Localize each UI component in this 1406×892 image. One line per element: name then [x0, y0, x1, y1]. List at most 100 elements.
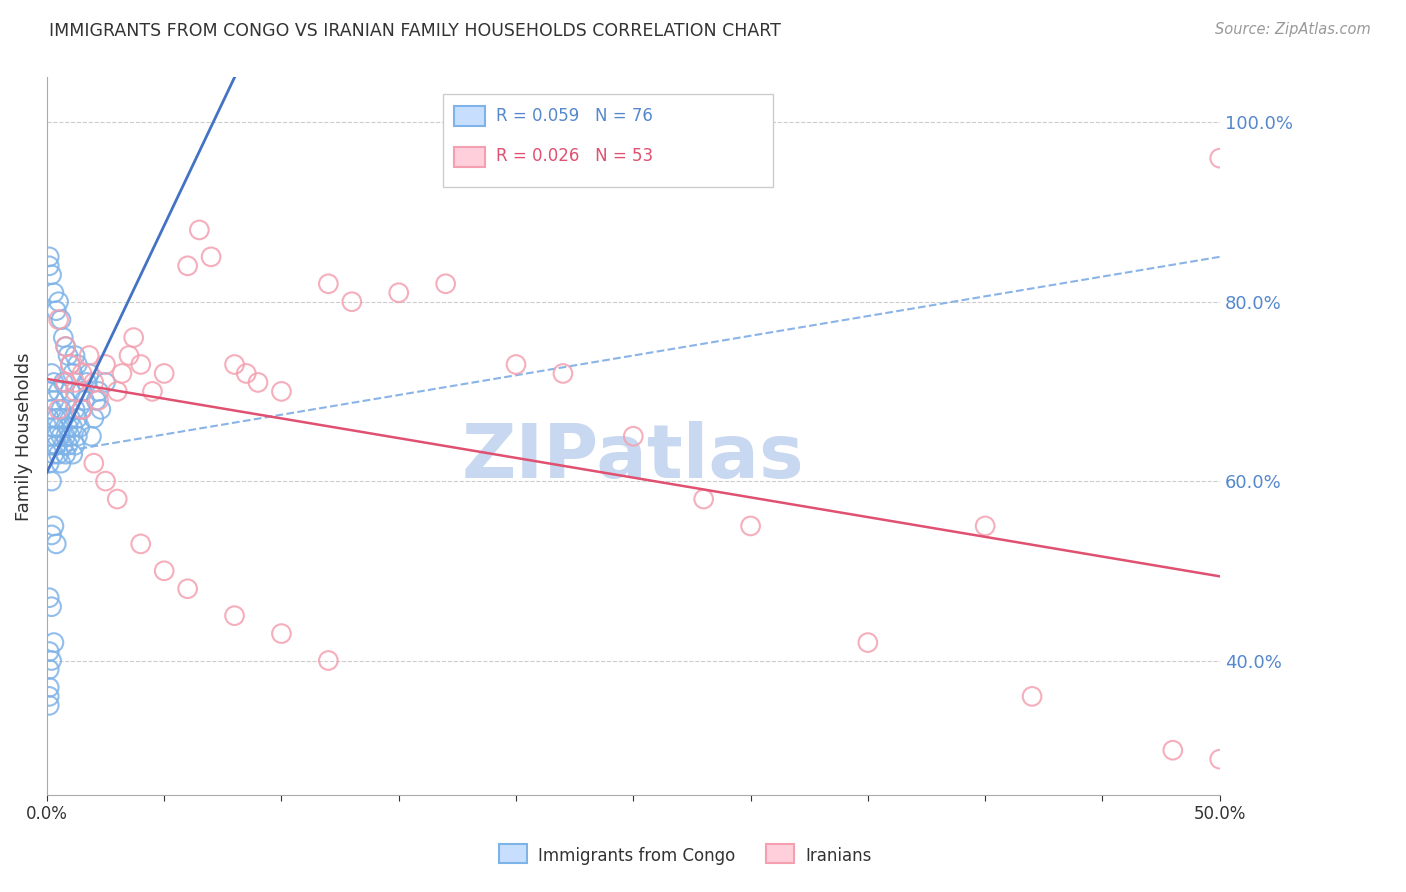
Point [94, 358, 117, 372]
Point [59, 358, 82, 372]
Point [692, 491, 714, 506]
Point [318, 277, 340, 291]
Point [80, 429, 103, 443]
Point [224, 358, 246, 372]
Point [45, 537, 67, 551]
Point [1021, 690, 1043, 704]
Point [38, 259, 60, 273]
Point [38, 690, 60, 704]
Point [200, 250, 222, 264]
Point [38, 591, 60, 605]
Point [270, 384, 292, 399]
Point [48, 312, 70, 326]
Point [42, 635, 65, 649]
Point [153, 367, 176, 381]
Point [62, 420, 84, 434]
Point [56, 349, 79, 363]
Point [42, 393, 65, 408]
Point [45, 411, 67, 425]
Point [62, 367, 84, 381]
Point [41, 402, 63, 417]
Point [52, 330, 75, 344]
Point [94, 474, 117, 488]
Point [55, 340, 77, 354]
Point [66, 429, 89, 443]
Point [505, 358, 527, 372]
Point [94, 376, 117, 390]
Point [70, 402, 93, 417]
Point [621, 429, 644, 443]
Point [246, 376, 269, 390]
Point [63, 349, 86, 363]
Point [59, 411, 82, 425]
Point [38, 411, 60, 425]
Point [1161, 743, 1184, 757]
Point [48, 447, 70, 461]
Point [176, 259, 198, 273]
Point [63, 402, 86, 417]
Point [56, 438, 79, 452]
Point [42, 519, 65, 533]
Point [49, 429, 72, 443]
Point [49, 402, 72, 417]
Point [73, 393, 96, 408]
Point [70, 384, 93, 399]
Point [55, 393, 77, 408]
Point [318, 653, 340, 667]
Point [52, 438, 75, 452]
Point [340, 294, 363, 309]
Point [49, 456, 72, 470]
Point [66, 358, 89, 372]
Point [45, 303, 67, 318]
Point [69, 420, 91, 434]
Point [42, 376, 65, 390]
Point [70, 402, 93, 417]
Point [59, 384, 82, 399]
Point [59, 358, 82, 372]
Point [48, 402, 70, 417]
Point [141, 384, 163, 399]
Point [55, 429, 77, 443]
Point [188, 223, 211, 237]
Point [38, 644, 60, 658]
Point [45, 429, 67, 443]
Point [41, 268, 63, 282]
Point [52, 376, 75, 390]
Text: Source: ZipAtlas.com: Source: ZipAtlas.com [1215, 22, 1371, 37]
Point [41, 653, 63, 667]
Point [55, 376, 77, 390]
Point [83, 376, 105, 390]
Point [224, 608, 246, 623]
Point [77, 349, 100, 363]
Point [41, 528, 63, 542]
Point [122, 330, 145, 344]
Point [90, 402, 112, 417]
Point [84, 393, 107, 408]
Point [55, 340, 77, 354]
Text: R = 0.059   N = 76: R = 0.059 N = 76 [496, 107, 654, 125]
Point [111, 367, 134, 381]
Point [235, 367, 257, 381]
Point [52, 411, 75, 425]
Point [83, 411, 105, 425]
Point [66, 411, 89, 425]
Point [41, 599, 63, 614]
Point [105, 491, 128, 506]
Point [70, 367, 93, 381]
Point [70, 402, 93, 417]
Point [1209, 752, 1232, 766]
Point [38, 438, 60, 452]
Point [45, 438, 67, 452]
Point [42, 447, 65, 461]
Point [118, 349, 141, 363]
Point [48, 294, 70, 309]
Point [153, 564, 176, 578]
Point [38, 698, 60, 713]
Point [77, 367, 100, 381]
Point [63, 438, 86, 452]
Point [105, 384, 128, 399]
Point [42, 285, 65, 300]
Point [129, 358, 152, 372]
Point [63, 376, 86, 390]
Point [55, 447, 77, 461]
